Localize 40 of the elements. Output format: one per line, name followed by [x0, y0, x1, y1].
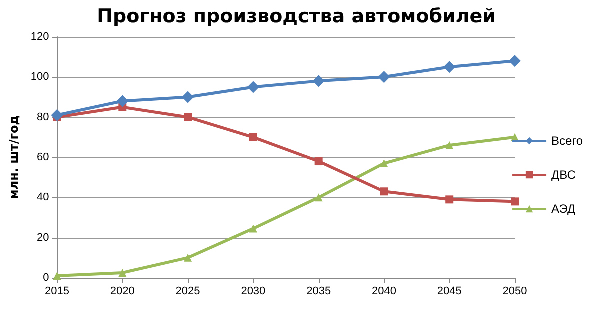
chart-title: Прогноз производства автомобилей: [97, 6, 496, 28]
point: [314, 194, 323, 202]
y-tick-label: 40: [37, 192, 50, 204]
x-tick-label: 2030: [241, 286, 266, 298]
x-tick-label: 2020: [110, 286, 135, 298]
x-tick-label: 2045: [437, 286, 462, 298]
x-tick-label: 2050: [502, 286, 528, 298]
x-tick-label: 2035: [306, 286, 332, 298]
point: [184, 113, 192, 122]
x-tick-label: 2015: [45, 286, 70, 298]
legend-label: ДВС: [552, 168, 576, 182]
y-tick-label: 60: [37, 152, 50, 164]
point: [116, 95, 129, 108]
point: [249, 133, 258, 142]
y-tick-label: 120: [30, 31, 50, 43]
point: [511, 198, 519, 206]
y-tick-label: 80: [37, 111, 50, 124]
point: [444, 61, 456, 74]
point: [380, 188, 388, 196]
point: [509, 55, 521, 68]
point: [184, 254, 192, 262]
point: [51, 109, 64, 122]
point: [247, 81, 260, 94]
point: [380, 160, 388, 168]
point: [446, 141, 454, 150]
x-tick-label: 2025: [176, 286, 200, 298]
legend-label: АЭД: [552, 202, 576, 216]
y-tick-label: 20: [37, 232, 50, 244]
point: [378, 71, 390, 84]
point: [446, 196, 454, 204]
x-tick-label: 2040: [372, 286, 396, 298]
point: [182, 91, 194, 104]
point: [249, 224, 258, 233]
y-tick-label: 0: [43, 272, 50, 284]
y-axis-title: млн. шт/год: [7, 115, 21, 200]
y-tick-label: 100: [30, 71, 50, 84]
point: [312, 75, 325, 88]
legend-label: Всего: [552, 134, 584, 148]
point: [314, 158, 323, 166]
point: [118, 268, 127, 277]
